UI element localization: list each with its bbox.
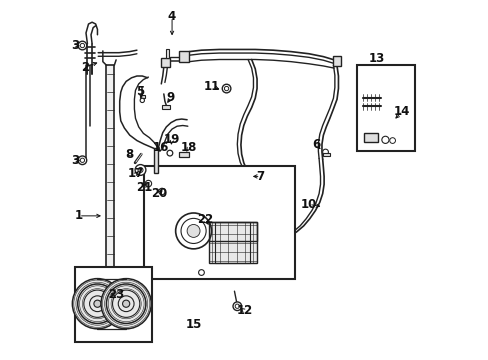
- Circle shape: [78, 41, 86, 50]
- Circle shape: [381, 136, 388, 143]
- Bar: [162, 105, 169, 109]
- Text: 8: 8: [125, 148, 134, 161]
- Circle shape: [78, 156, 86, 165]
- Circle shape: [101, 279, 151, 329]
- Circle shape: [322, 149, 328, 155]
- Circle shape: [112, 290, 140, 318]
- Bar: [165, 49, 169, 58]
- Text: 4: 4: [167, 10, 176, 23]
- Text: 6: 6: [311, 138, 320, 151]
- Text: 1: 1: [75, 210, 82, 222]
- Polygon shape: [144, 166, 294, 279]
- Circle shape: [89, 296, 105, 312]
- Bar: [333, 56, 340, 66]
- Bar: [215, 222, 250, 263]
- Text: 21: 21: [136, 181, 152, 194]
- Circle shape: [145, 180, 151, 187]
- Circle shape: [167, 150, 172, 156]
- Circle shape: [94, 300, 101, 307]
- Circle shape: [140, 98, 144, 103]
- Text: 17: 17: [128, 167, 144, 180]
- Bar: [154, 148, 158, 173]
- Circle shape: [83, 290, 111, 318]
- Bar: [322, 153, 329, 156]
- Text: 22: 22: [197, 213, 213, 226]
- Bar: [178, 152, 188, 157]
- Text: 19: 19: [163, 133, 180, 146]
- Circle shape: [106, 284, 145, 323]
- Circle shape: [198, 270, 204, 275]
- Text: 13: 13: [368, 51, 385, 64]
- Bar: [363, 134, 378, 142]
- Text: 3: 3: [71, 39, 79, 52]
- Text: 20: 20: [151, 187, 167, 200]
- Circle shape: [78, 284, 117, 323]
- Circle shape: [80, 158, 84, 162]
- Bar: [140, 95, 144, 98]
- Bar: [161, 58, 170, 67]
- Bar: [179, 51, 189, 62]
- Circle shape: [235, 304, 239, 309]
- Circle shape: [122, 300, 129, 307]
- Bar: [357, 65, 414, 151]
- Text: 18: 18: [181, 141, 197, 154]
- Circle shape: [181, 219, 206, 243]
- Bar: [75, 267, 152, 342]
- Text: 9: 9: [166, 91, 175, 104]
- Text: 2: 2: [81, 60, 89, 73]
- Bar: [208, 222, 257, 263]
- Circle shape: [118, 296, 134, 312]
- Text: 23: 23: [108, 288, 124, 301]
- Bar: [106, 65, 114, 316]
- Text: 10: 10: [300, 198, 317, 211]
- Circle shape: [222, 84, 230, 93]
- Circle shape: [72, 279, 122, 329]
- Circle shape: [80, 43, 84, 48]
- Text: 12: 12: [236, 305, 252, 318]
- Circle shape: [389, 138, 395, 143]
- Circle shape: [159, 188, 165, 195]
- Text: 11: 11: [203, 80, 220, 93]
- Circle shape: [233, 302, 241, 311]
- Circle shape: [224, 86, 228, 91]
- Text: 3: 3: [71, 154, 79, 167]
- Text: 14: 14: [393, 105, 409, 118]
- Text: 5: 5: [136, 85, 144, 98]
- Text: 16: 16: [153, 141, 169, 154]
- Bar: [208, 222, 257, 241]
- Circle shape: [138, 167, 142, 172]
- Circle shape: [135, 165, 145, 175]
- Text: 7: 7: [256, 170, 264, 183]
- Circle shape: [187, 225, 200, 237]
- Circle shape: [175, 213, 211, 249]
- Text: 15: 15: [186, 318, 202, 331]
